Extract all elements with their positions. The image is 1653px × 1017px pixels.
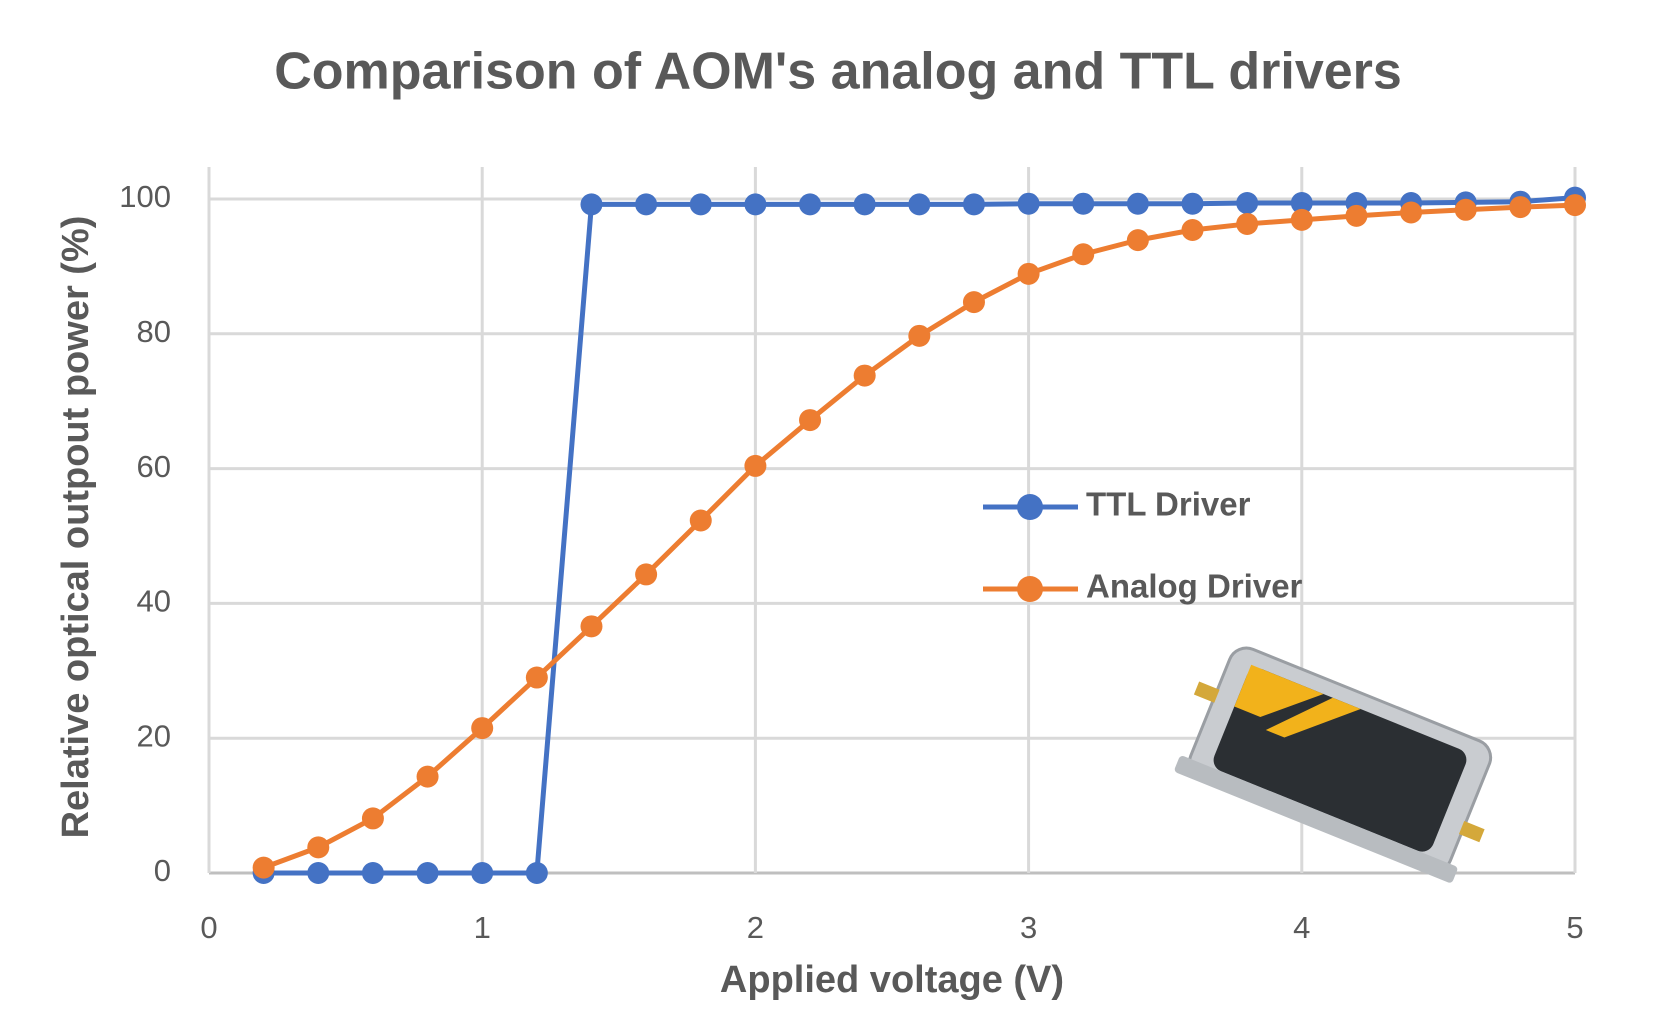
data-point: [1564, 194, 1586, 217]
data-point: [908, 193, 931, 216]
data-point: [1072, 243, 1095, 266]
data-point: [1345, 204, 1368, 227]
data-point: [1126, 229, 1149, 252]
data-point: [471, 717, 494, 740]
data-point: [361, 862, 384, 884]
data-point: [416, 862, 439, 884]
y-tick-label: 80: [137, 314, 171, 349]
data-point: [471, 862, 494, 884]
y-tick-label: 40: [137, 584, 171, 619]
chart-title: Comparison of AOM's analog and TTL drive…: [274, 43, 1402, 101]
data-point: [1236, 192, 1259, 215]
data-point: [525, 666, 548, 689]
data-point: [799, 409, 822, 432]
data-point: [416, 765, 439, 788]
data-point: [744, 193, 767, 216]
y-tick-label: 60: [137, 449, 171, 484]
data-point: [1290, 208, 1313, 231]
legend-label: Analog Driver: [1086, 568, 1303, 605]
data-point: [580, 193, 603, 216]
x-tick-label: 0: [200, 910, 217, 945]
data-point: [744, 454, 767, 477]
data-point: [307, 836, 330, 859]
data-point: [635, 563, 658, 586]
data-point: [962, 193, 985, 216]
data-point: [853, 364, 876, 387]
x-tick-label: 2: [747, 910, 764, 945]
data-point: [962, 291, 985, 314]
data-point: [1017, 262, 1040, 285]
data-point: [853, 193, 876, 216]
x-tick-label: 4: [1293, 910, 1310, 945]
x-axis-label: Applied voltage (V): [720, 959, 1064, 1001]
data-point: [635, 193, 658, 216]
data-point: [1290, 192, 1313, 215]
x-tick-label: 1: [474, 910, 491, 945]
legend-marker: [1017, 576, 1043, 602]
data-point: [580, 615, 603, 638]
legend-marker: [1017, 494, 1043, 520]
y-tick-label: 100: [119, 179, 171, 214]
data-point: [1072, 192, 1095, 215]
data-point: [1236, 212, 1259, 235]
plot-area: 0 20 40 60 80 100 0 1 2 3 4 5 TTL Driver Analog Drive…: [119, 167, 1586, 945]
data-point: [1126, 192, 1149, 215]
data-point: [1017, 192, 1040, 215]
data-point: [1181, 219, 1204, 242]
data-point: [1509, 196, 1532, 219]
data-point: [1454, 198, 1477, 221]
y-axis-label: Relative optical outpout power (%): [55, 216, 97, 839]
x-tick-label: 5: [1566, 910, 1583, 945]
data-point: [1400, 201, 1423, 224]
data-point: [525, 862, 548, 884]
x-tick-label: 3: [1020, 910, 1037, 945]
data-point: [252, 856, 275, 879]
data-point: [361, 807, 384, 830]
product-photo: [1174, 646, 1493, 883]
data-point: [908, 324, 931, 347]
data-point: [307, 862, 330, 884]
data-point: [799, 193, 822, 216]
data-point: [689, 509, 712, 532]
y-tick-label: 0: [154, 853, 171, 888]
data-point: [1181, 192, 1204, 215]
legend-label: TTL Driver: [1086, 486, 1251, 523]
y-tick-label: 20: [137, 718, 171, 753]
data-point: [689, 193, 712, 216]
